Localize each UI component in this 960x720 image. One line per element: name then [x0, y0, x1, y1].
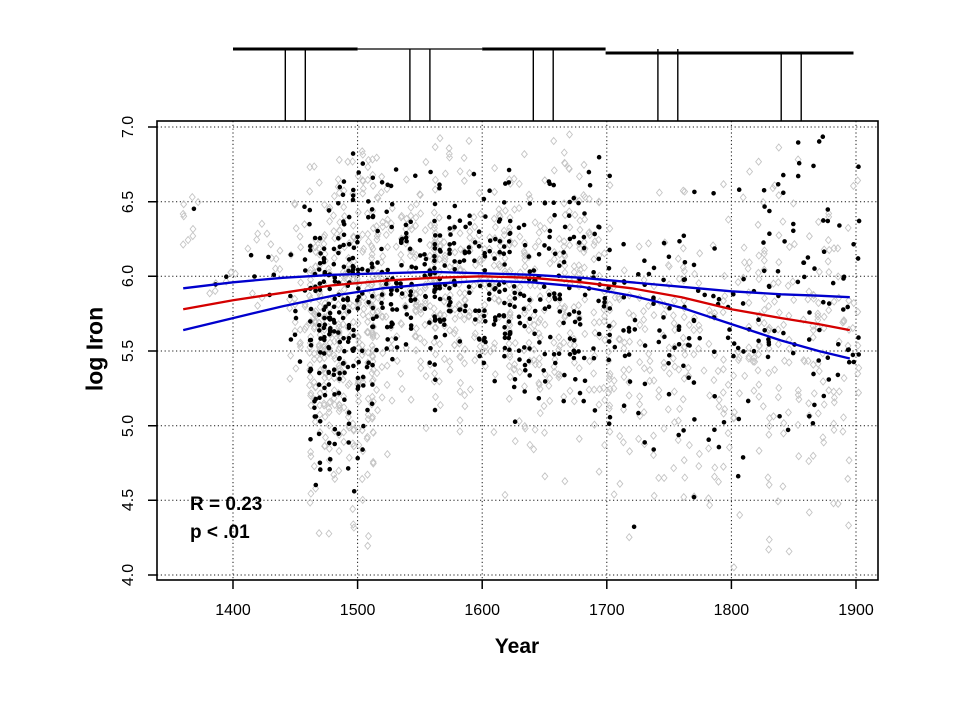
- y-tick-label-7.0: 7.0: [120, 115, 137, 139]
- x-tick-label-1400: 1400: [215, 602, 251, 619]
- y-tick-label-6.0: 6.0: [120, 265, 137, 288]
- y-tick-label-5.5: 5.5: [120, 339, 137, 363]
- y-axis-title: log Iron: [81, 306, 108, 392]
- confidence-lower-line: [182, 279, 851, 360]
- y-tick-label-6.5: 6.5: [120, 190, 137, 213]
- y-tick-label-5.0: 5.0: [120, 414, 137, 437]
- x-tick-label-1500: 1500: [339, 602, 376, 619]
- y-tick-label-4.5: 4.5: [120, 489, 137, 512]
- quadratic-fit-line: [182, 275, 851, 332]
- axis-ticks: [148, 126, 857, 589]
- x-tick-label-1800: 1800: [713, 602, 750, 619]
- pvalue-annotation: p < .01: [190, 522, 250, 543]
- x-tick-label-1700: 1700: [589, 602, 625, 619]
- x-tick-label-1600: 1600: [464, 602, 500, 619]
- y-tick-label-4.0: 4.0: [120, 563, 137, 587]
- x-axis-title: Year: [494, 635, 540, 658]
- x-tick-label-1900: 1900: [838, 602, 874, 619]
- gridlines: [157, 121, 878, 580]
- confidence-upper-line: [183, 270, 850, 299]
- correlation-annotation: R = 0.23: [190, 494, 263, 515]
